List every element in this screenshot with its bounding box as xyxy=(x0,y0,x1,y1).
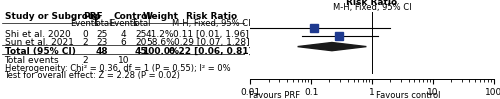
Text: Study or Subgroup: Study or Subgroup xyxy=(4,12,100,21)
Text: 45: 45 xyxy=(134,47,147,56)
Text: 6: 6 xyxy=(121,38,126,47)
Text: 10: 10 xyxy=(118,56,130,65)
Text: Total (95% CI): Total (95% CI) xyxy=(4,47,76,56)
Text: Total events: Total events xyxy=(4,56,59,65)
Text: 23: 23 xyxy=(96,38,108,47)
Text: 58.6%: 58.6% xyxy=(146,38,174,47)
Text: 0.22 [0.06, 0.81]: 0.22 [0.06, 0.81] xyxy=(170,47,253,56)
Text: Heterogeneity: Chi² = 0.36, df = 1 (P = 0.55); I² = 0%: Heterogeneity: Chi² = 0.36, df = 1 (P = … xyxy=(4,64,230,73)
Text: 0.11 [0.01, 1.96]: 0.11 [0.01, 1.96] xyxy=(174,30,250,39)
Text: Events: Events xyxy=(70,19,99,28)
Text: PRF: PRF xyxy=(84,12,103,21)
Text: 0.29 [0.07, 1.28]: 0.29 [0.07, 1.28] xyxy=(174,38,249,47)
Text: 2: 2 xyxy=(82,38,87,47)
Text: Risk Ratio: Risk Ratio xyxy=(346,0,398,7)
Text: 41.2%: 41.2% xyxy=(146,30,174,39)
Text: 20: 20 xyxy=(135,38,146,47)
Text: 25: 25 xyxy=(96,30,108,39)
Text: Risk Ratio: Risk Ratio xyxy=(186,12,237,21)
Text: 0: 0 xyxy=(82,30,87,39)
Text: Favours PRF: Favours PRF xyxy=(249,91,300,99)
Text: Shi et al. 2020: Shi et al. 2020 xyxy=(4,30,70,39)
Text: 4: 4 xyxy=(121,30,126,39)
Text: 100.0%: 100.0% xyxy=(142,47,178,56)
Polygon shape xyxy=(298,42,366,51)
Text: Events: Events xyxy=(110,19,138,28)
Text: Control: Control xyxy=(114,12,151,21)
Text: M-H, Fixed, 95% CI: M-H, Fixed, 95% CI xyxy=(332,3,411,12)
Text: Total: Total xyxy=(131,19,150,28)
Text: 48: 48 xyxy=(96,47,108,56)
Text: 2: 2 xyxy=(82,56,87,65)
Text: Test for overall effect: Z = 2.28 (P = 0.02): Test for overall effect: Z = 2.28 (P = 0… xyxy=(4,71,180,80)
Text: 25: 25 xyxy=(135,30,146,39)
Text: Sun et al. 2021: Sun et al. 2021 xyxy=(4,38,73,47)
Text: Favours control: Favours control xyxy=(376,91,440,99)
Text: Weight: Weight xyxy=(142,12,178,21)
Text: M-H, Fixed, 95% CI: M-H, Fixed, 95% CI xyxy=(172,19,250,28)
Text: Total: Total xyxy=(92,19,112,28)
